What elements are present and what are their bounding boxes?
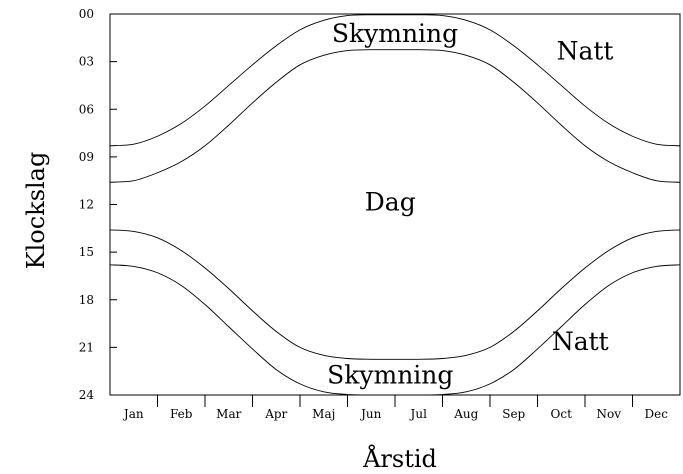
region-label: Dag — [365, 187, 416, 216]
y-tick-label: 09 — [79, 150, 94, 164]
region-labels: Skymning Natt Dag Natt Skymning — [327, 19, 613, 389]
y-tick-label: 03 — [79, 55, 94, 69]
y-tick-label: 12 — [79, 198, 94, 212]
x-tick-label: Jul — [409, 407, 428, 421]
x-axis-title: Årstid — [362, 444, 437, 473]
x-tick-label: Aug — [453, 407, 478, 421]
x-tick-label: Maj — [312, 407, 335, 421]
region-label: Skymning — [327, 360, 453, 389]
region-label: Natt — [552, 327, 609, 356]
y-tick-label: 06 — [79, 102, 94, 116]
x-tick-label: Nov — [596, 407, 621, 421]
y-tick-label: 15 — [79, 245, 94, 259]
x-tick-label: Feb — [170, 407, 193, 421]
x-tick-label: Jun — [359, 407, 382, 421]
y-tick-label: 18 — [79, 293, 94, 307]
y-tick-label: 00 — [79, 7, 94, 21]
x-axis-ticks: Jan Feb Mar Apr Maj Jun Jul Aug Sep Oct Nov Dec — [122, 395, 668, 421]
x-tick-label: Dec — [645, 407, 669, 421]
region-label: Skymning — [332, 19, 458, 48]
x-tick-label: Oct — [551, 407, 573, 421]
curve-line-2 — [109, 49, 681, 183]
x-tick-label: Apr — [264, 407, 287, 421]
curve-line-1 — [109, 14, 681, 147]
x-tick-label: Sep — [502, 407, 525, 421]
x-tick-label: Mar — [216, 407, 241, 421]
y-axis-title: Klockslag — [22, 152, 50, 270]
x-tick-label: Jan — [122, 407, 144, 421]
region-label: Natt — [557, 37, 614, 66]
y-axis-ticks: 00 03 06 09 12 15 18 21 24 — [79, 7, 117, 402]
y-tick-label: 21 — [79, 340, 94, 354]
y-tick-label: 24 — [79, 388, 95, 402]
curve-line-3 — [109, 229, 681, 360]
